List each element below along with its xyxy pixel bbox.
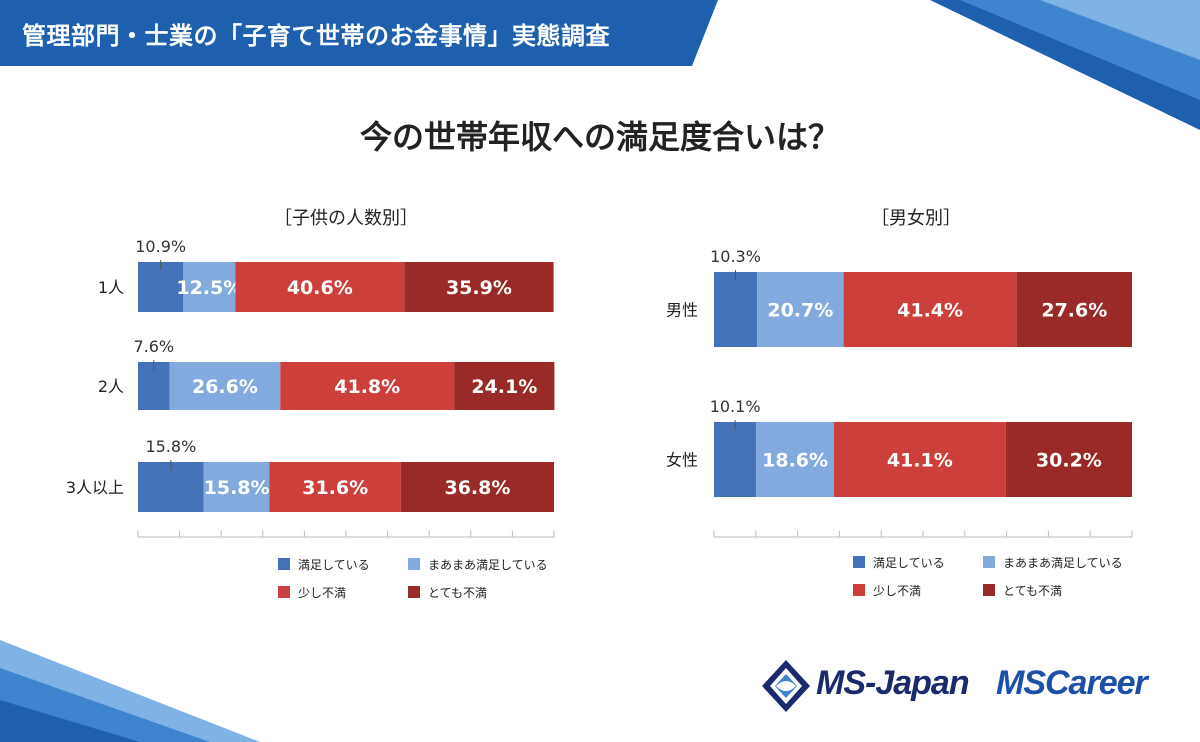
chart-1-category-label: 女性: [666, 451, 698, 470]
chart-0-legend-swatch: [278, 586, 290, 598]
chart-0-data-label: 40.6%: [287, 277, 353, 299]
chart-0-legend-swatch: [408, 586, 420, 598]
chart-1-data-label: 41.4%: [897, 300, 963, 322]
chart-1-data-label: 27.6%: [1041, 300, 1107, 322]
chart-1-data-label: 10.1%: [710, 397, 761, 416]
chart-1-bar-segment: [833, 422, 1006, 497]
chart-0-data-label: 41.8%: [334, 376, 400, 398]
chart-0-legend-label: 満足している: [298, 558, 370, 572]
chart-1-bar-segment: [757, 272, 844, 347]
chart-1-data-label: 10.3%: [710, 247, 761, 266]
chart-0-bar-segment: [269, 462, 401, 512]
chart-0-data-label: 31.6%: [302, 477, 368, 499]
chart-0-bar-segment: [138, 262, 184, 312]
chart-0-data-label: 15.8%: [145, 437, 196, 456]
chart-0-data-label: 36.8%: [444, 477, 510, 499]
chart-0-bar-segment: [400, 462, 554, 512]
header-title: 管理部門・士業の「子育て世帯のお金事情」実態調査: [22, 22, 610, 50]
chart-0-data-label: 35.9%: [446, 277, 512, 299]
chart-0-category-label: 1人: [98, 278, 124, 297]
chart-1-legend-label: とても不満: [1003, 584, 1062, 598]
chart-1-bar-segment: [756, 422, 834, 497]
chart-0-bar-segment: [169, 362, 281, 410]
chart-1-legend-label: 少し不満: [873, 584, 921, 598]
chart-1-legend-label: まあまあ満足している: [1003, 556, 1123, 570]
chart-1-legend-label: 満足している: [873, 556, 945, 570]
chart-0-bar-segment: [235, 262, 405, 312]
chart-0-legend-swatch: [278, 558, 290, 570]
chart-1-legend-swatch: [983, 556, 995, 568]
chart-0-data-label: 24.1%: [471, 376, 537, 398]
chart-1-legend-swatch: [983, 584, 995, 596]
chart-1-bar-segment: [714, 272, 758, 347]
chart-0-bar-segment: [203, 462, 270, 512]
msjapan-logo: MS-Japan: [816, 664, 970, 702]
chart-0-data-label: 12.5%: [176, 277, 242, 299]
chart-0-bar-segment: [138, 462, 204, 512]
chart-0-data-label: 26.6%: [192, 376, 258, 398]
chart-0-bar-segment: [183, 262, 236, 312]
chart-1-data-label: 30.2%: [1036, 450, 1102, 472]
chart-1-title: ［男女別］: [871, 208, 961, 229]
chart-1-category-label: 男性: [666, 301, 698, 320]
chart-0-legend-label: 少し不満: [298, 586, 346, 600]
mscareer-logo: MSCareer: [996, 664, 1148, 702]
chart-1-data-label: 18.6%: [762, 450, 828, 472]
chart-0-legend-label: まあまあ満足している: [428, 558, 548, 572]
chart-1-legend-swatch: [853, 584, 865, 596]
chart-1-bar-segment: [843, 272, 1017, 347]
chart-0-category-label: 2人: [98, 377, 124, 396]
page-title: 今の世帯年収への満足度合いは？: [359, 118, 840, 156]
msjapan-logo-icon: [762, 660, 810, 712]
chart-0-bar-segment: [280, 362, 455, 410]
chart-1-bar-segment: [714, 422, 757, 497]
chart-0-legend-swatch: [408, 558, 420, 570]
chart-0-data-label: 15.8%: [204, 477, 270, 499]
chart-0-legend-label: とても不満: [428, 586, 487, 600]
chart-1-bar-segment: [1016, 272, 1132, 347]
chart-1-bar-segment: [1005, 422, 1132, 497]
chart-1-data-label: 41.1%: [887, 450, 953, 472]
chart-0-bar-segment: [404, 262, 554, 312]
chart-0-title: ［子供の人数別］: [274, 208, 418, 229]
chart-1-data-label: 20.7%: [767, 300, 833, 322]
chart-1-legend-swatch: [853, 556, 865, 568]
chart-0-category-label: 3人以上: [66, 478, 124, 497]
chart-0-bar-segment: [454, 362, 555, 410]
chart-0-data-label: 7.6%: [133, 337, 174, 356]
chart-0-data-label: 10.9%: [135, 237, 186, 256]
